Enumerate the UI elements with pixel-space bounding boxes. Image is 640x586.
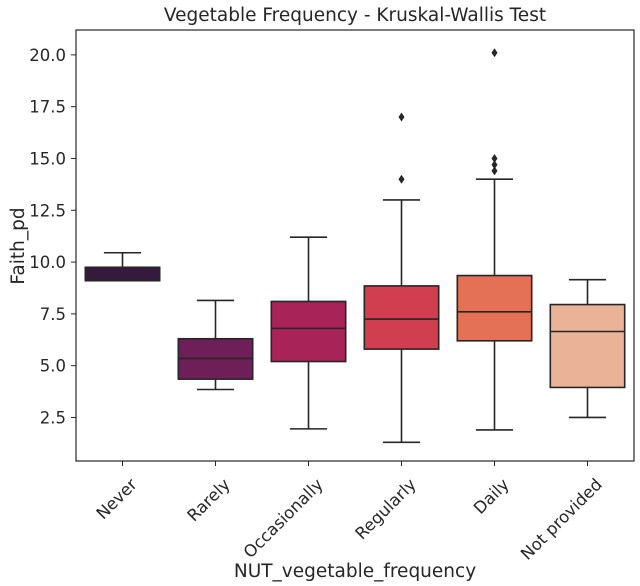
chart-title: Vegetable Frequency - Kruskal-Wallis Tes… (164, 5, 546, 26)
y-tick-label: 12.5 (29, 201, 66, 220)
box-iqr (363, 285, 440, 350)
box-iqr (549, 303, 626, 389)
outlier-point (398, 112, 405, 122)
outlier-point (491, 166, 498, 176)
box-not-provided (549, 278, 626, 419)
box-iqr (270, 300, 347, 363)
box-regularly (363, 112, 440, 444)
x-tick-label: Regularly (351, 475, 419, 543)
y-axis-ticks: 2.5 5.0 7.5 10.0 12.5 15.0 17.5 20.0 (29, 46, 76, 427)
box-never (84, 251, 161, 282)
x-tick-label: Occasionally (240, 475, 327, 562)
box-iqr (84, 266, 161, 282)
x-axis-label: NUT_vegetable_frequency (234, 561, 476, 582)
y-tick-label: 17.5 (29, 98, 66, 117)
box-rarely (177, 299, 254, 391)
box-series (84, 48, 626, 444)
x-tick-label: Rarely (184, 475, 234, 525)
y-tick-label: 7.5 (40, 305, 66, 324)
x-tick-label: Never (93, 475, 141, 523)
y-tick-label: 20.0 (29, 46, 66, 65)
box-daily (456, 48, 533, 431)
y-tick-label: 2.5 (40, 408, 66, 427)
outlier-point (491, 153, 498, 163)
y-tick-label: 5.0 (40, 357, 66, 376)
y-axis-label: Faith_pd (8, 207, 29, 284)
box-occasionally (270, 236, 347, 430)
outlier-point (398, 174, 405, 184)
outlier-point (491, 48, 498, 58)
x-axis-ticks: Never Rarely Occasionally Regularly Daily Not… (93, 461, 606, 564)
y-tick-label: 10.0 (29, 253, 66, 272)
outlier-point (491, 160, 498, 170)
x-tick-label: Daily (470, 475, 513, 518)
x-tick-label: Not provided (517, 475, 606, 564)
y-tick-label: 15.0 (29, 149, 66, 168)
plot-area-frame (75, 29, 635, 462)
box-iqr (456, 274, 533, 342)
